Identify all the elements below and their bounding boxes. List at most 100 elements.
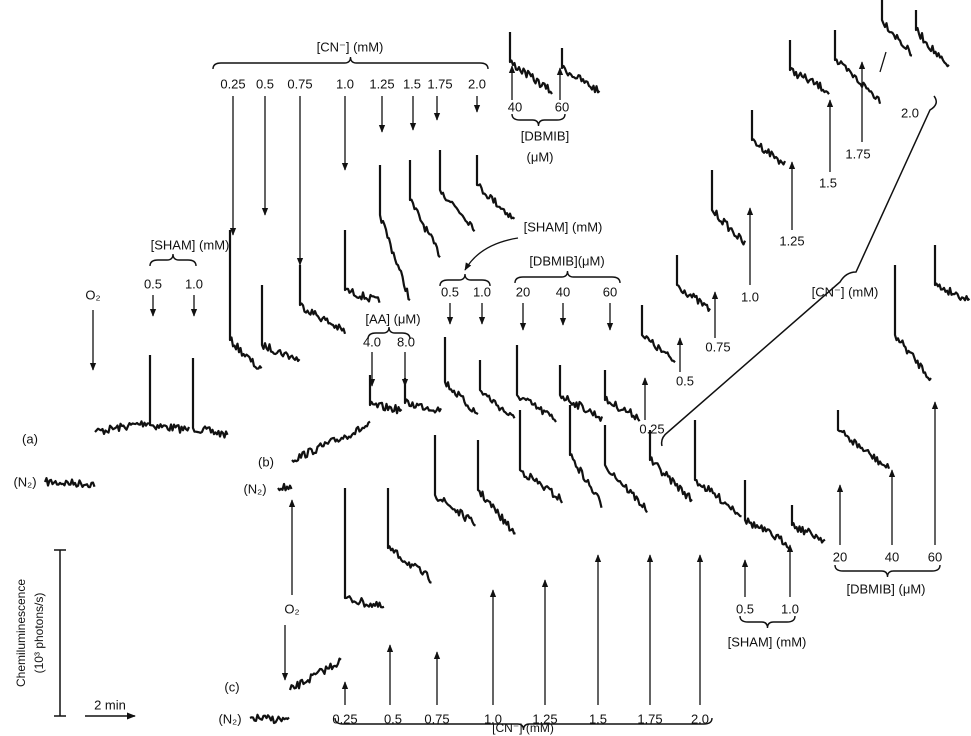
trace xyxy=(880,0,913,57)
dose: 1.5 xyxy=(403,76,421,91)
baseline-label: (N₂) xyxy=(243,481,266,496)
trace xyxy=(914,10,950,68)
dose: 1.0 xyxy=(484,711,502,726)
dose: 1.25 xyxy=(532,711,557,726)
brace xyxy=(439,273,491,287)
dose: 40 xyxy=(556,284,570,299)
trace xyxy=(228,230,263,370)
dose: 0.5 xyxy=(144,276,162,291)
sham-title: [SHAM] (mM) xyxy=(151,237,230,252)
trace xyxy=(260,285,301,363)
sham-title: [SHAM] (mM) xyxy=(524,219,603,234)
dose: 1.75 xyxy=(637,711,662,726)
dose: 1.0 xyxy=(781,601,799,616)
dose: 1.0 xyxy=(336,76,354,91)
dose: 1.0 xyxy=(473,284,491,299)
dose: 2.0 xyxy=(691,711,709,726)
trace xyxy=(478,360,516,419)
trace-label: (a) xyxy=(22,431,38,446)
dose: 1.25 xyxy=(779,233,804,248)
trace xyxy=(148,355,191,434)
dose: 60 xyxy=(603,284,617,299)
dose: 0.5 xyxy=(384,711,402,726)
brace xyxy=(739,615,796,629)
trace xyxy=(710,170,747,246)
dose: 1.0 xyxy=(741,289,759,304)
dose: 0.75 xyxy=(287,76,312,91)
trace xyxy=(833,30,882,105)
trace xyxy=(343,230,381,303)
trace xyxy=(43,477,96,489)
trace xyxy=(249,713,290,725)
dose: 20 xyxy=(833,549,847,564)
oxygen-label: O₂ xyxy=(85,287,100,302)
trace xyxy=(476,440,516,535)
cn-title: [CN⁻] (mM) xyxy=(317,39,384,54)
trace xyxy=(560,48,601,94)
trace xyxy=(443,337,479,416)
cn-title: [CN⁻] (mM) xyxy=(492,721,554,735)
trace xyxy=(893,265,932,382)
trace xyxy=(291,420,371,463)
scale-time: 2 min xyxy=(94,697,126,712)
trace xyxy=(378,165,411,302)
dose: 0.5 xyxy=(441,284,459,299)
dose: 40 xyxy=(885,549,899,564)
traces xyxy=(43,0,971,731)
trace xyxy=(298,265,347,335)
dose: 1.0 xyxy=(185,276,203,291)
trace xyxy=(403,378,442,414)
dbmib-title: [DBMIB] (μM) xyxy=(847,581,926,596)
dose: 0.25 xyxy=(639,421,664,436)
dose: 1.5 xyxy=(589,711,607,726)
trace xyxy=(648,430,693,503)
trace xyxy=(408,160,441,258)
dose: 0.5 xyxy=(676,373,694,388)
trace-label: (b) xyxy=(258,454,274,469)
trace xyxy=(518,410,563,504)
dose: 2.0 xyxy=(468,76,486,91)
trace xyxy=(94,420,150,435)
trace xyxy=(288,657,342,691)
trace xyxy=(675,255,711,312)
dose: 40 xyxy=(508,99,522,114)
brace xyxy=(514,270,621,284)
brace xyxy=(367,326,411,340)
trace xyxy=(368,375,403,415)
dose: 8.0 xyxy=(397,334,415,349)
dose: 0.75 xyxy=(705,339,730,354)
trace xyxy=(343,488,385,609)
trace xyxy=(386,488,432,584)
brace xyxy=(334,717,713,731)
cn-title: [CN⁻] (mM) xyxy=(812,284,879,299)
trace xyxy=(191,358,229,439)
trace xyxy=(603,370,641,422)
dose: 0.75 xyxy=(424,711,449,726)
brace xyxy=(149,253,197,267)
dose: 60 xyxy=(928,549,942,564)
dose: 0.25 xyxy=(220,76,245,91)
dbmib-title: [DBMIB] xyxy=(521,128,569,143)
dose: 2.0 xyxy=(901,105,919,120)
dbmib-unit: (μM) xyxy=(527,149,554,164)
trace xyxy=(568,405,603,508)
scale-y-unit: (10³ photons/s) xyxy=(32,593,46,674)
trace xyxy=(438,150,476,233)
dose: 0.25 xyxy=(332,711,357,726)
dose: 1.75 xyxy=(845,146,870,161)
trace xyxy=(790,505,826,544)
trace-label: (c) xyxy=(224,679,239,694)
trace xyxy=(508,32,553,95)
dose: 60 xyxy=(555,99,569,114)
scale-y-label: Chemiluminescence xyxy=(14,579,28,687)
dose: 4.0 xyxy=(363,334,381,349)
trace xyxy=(603,425,648,514)
trace xyxy=(788,40,830,95)
brace xyxy=(212,56,489,70)
aa-title: [AA] (μM) xyxy=(365,311,420,326)
trace xyxy=(743,480,791,550)
trace xyxy=(836,410,891,470)
trace xyxy=(933,245,971,302)
trace xyxy=(640,305,676,364)
